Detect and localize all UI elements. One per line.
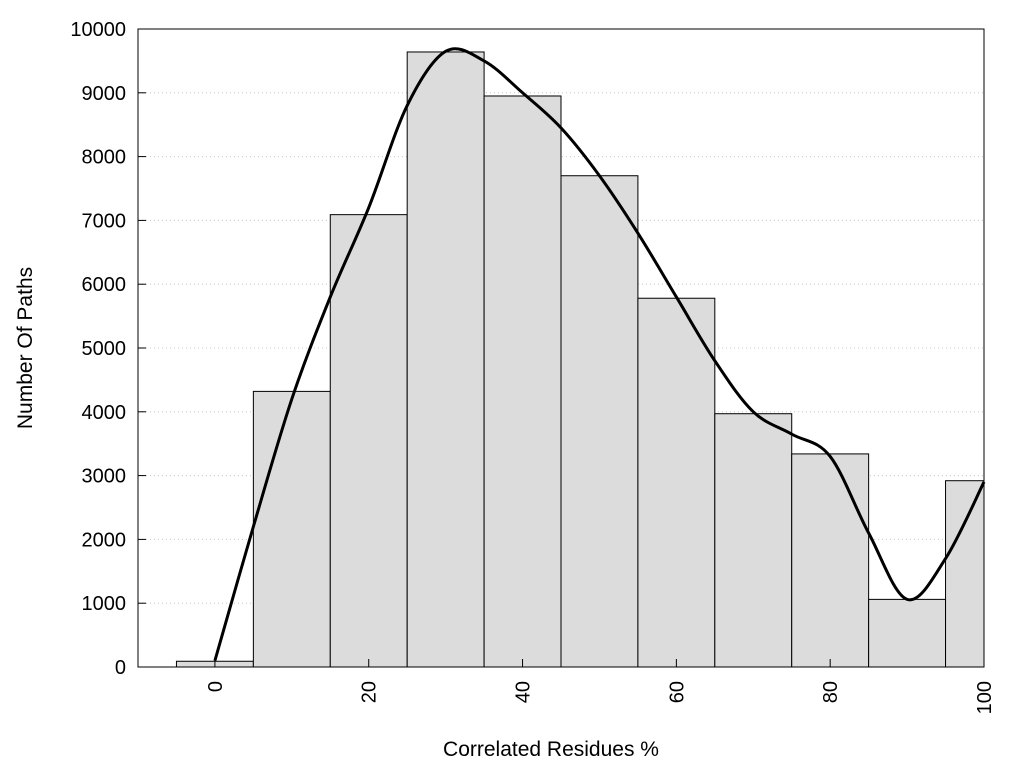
density-curve-line <box>213 47 986 662</box>
y-tick-label: 0 <box>115 657 126 679</box>
x-tick-label: 80 <box>820 681 842 703</box>
histogram-bar <box>483 95 562 668</box>
y-tick-label: 4000 <box>82 402 127 424</box>
y-axis-ticks: 0 1000 2000 3000 4000 5000 6000 7000 8000 9000 100… <box>70 19 146 679</box>
histogram-bar <box>560 175 639 668</box>
histogram-bars <box>175 51 985 668</box>
y-axis-label: Number Of Paths <box>14 267 37 429</box>
histogram-bar <box>252 390 331 668</box>
x-axis-label: Correlated Residues % <box>443 738 659 761</box>
histogram-bar <box>945 480 985 668</box>
y-tick-label: 10000 <box>70 19 126 41</box>
histogram-bar <box>329 214 408 668</box>
x-tick-label: 40 <box>513 681 535 703</box>
x-tick-label: 20 <box>359 681 381 703</box>
x-tick-label: 100 <box>974 681 996 714</box>
histogram-bar <box>791 453 870 668</box>
y-tick-label: 7000 <box>82 210 127 232</box>
y-tick-label: 5000 <box>82 338 127 360</box>
x-tick-label: 0 <box>205 681 227 692</box>
y-tick-label: 9000 <box>82 83 127 105</box>
y-tick-label: 8000 <box>82 147 127 169</box>
y-tick-label: 2000 <box>82 529 127 551</box>
x-axis-ticks: 0 20 40 60 80 100 <box>205 659 996 714</box>
density-curve <box>213 47 986 662</box>
histogram-bar <box>406 51 485 668</box>
y-tick-label: 1000 <box>82 593 127 615</box>
histogram-bar <box>637 297 716 668</box>
y-tick-label: 3000 <box>82 466 127 488</box>
histogram-bar <box>868 598 947 668</box>
histogram-bar <box>714 413 793 668</box>
x-tick-label: 60 <box>666 681 688 703</box>
y-tick-label: 6000 <box>82 274 127 296</box>
